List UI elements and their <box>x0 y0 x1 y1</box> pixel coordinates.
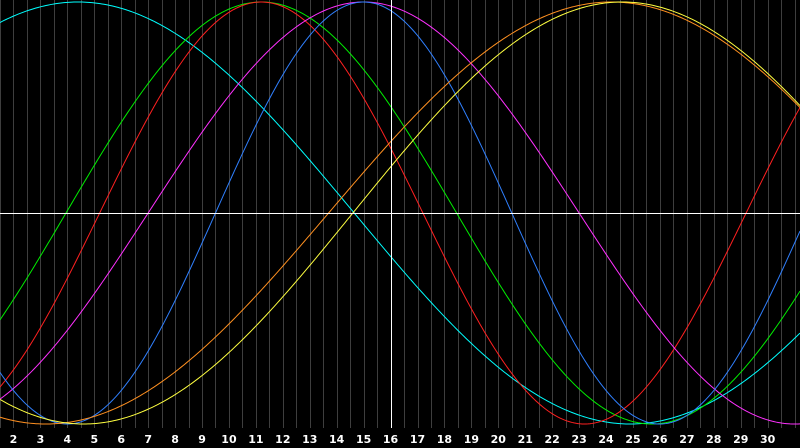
x-tick-label: 4 <box>64 433 72 446</box>
x-tick-label: 6 <box>117 433 125 446</box>
x-tick-label: 23 <box>571 433 586 446</box>
x-tick-label: 25 <box>625 433 640 446</box>
series-line-6 <box>0 1 800 425</box>
x-tick-label: 21 <box>518 433 533 446</box>
x-tick-label: 7 <box>144 433 152 446</box>
x-tick-label: 19 <box>464 433 479 446</box>
x-tick-label: 14 <box>329 433 345 446</box>
series-line-2 <box>0 1 800 425</box>
x-axis-band <box>0 428 800 448</box>
x-tick-label: 5 <box>90 433 98 446</box>
x-tick-label: 26 <box>652 433 668 446</box>
series-line-4 <box>0 1 800 425</box>
x-tick-label: 20 <box>491 433 507 446</box>
x-tick-label: 30 <box>760 433 776 446</box>
x-tick-label: 8 <box>171 433 179 446</box>
x-tick-label: 11 <box>248 433 263 446</box>
x-tick-label: 27 <box>679 433 694 446</box>
series-line-3 <box>0 1 800 425</box>
x-tick-label: 18 <box>437 433 452 446</box>
x-tick-label: 22 <box>545 433 560 446</box>
x-tick-label: 13 <box>302 433 317 446</box>
x-tick-label: 16 <box>383 433 399 446</box>
x-tick-label: 24 <box>598 433 614 446</box>
x-tick-label: 3 <box>37 433 45 446</box>
x-tick-label: 17 <box>410 433 425 446</box>
x-tick-label: 28 <box>706 433 721 446</box>
series-line-1 <box>0 1 800 425</box>
series-line-7 <box>0 1 800 425</box>
series-lines <box>0 1 800 425</box>
x-tick-label: 10 <box>221 433 237 446</box>
x-tick-label: 29 <box>733 433 748 446</box>
series-line-5 <box>0 1 800 425</box>
x-tick-label: 9 <box>198 433 206 446</box>
crosshair <box>0 0 800 428</box>
x-tick-label: 15 <box>356 433 371 446</box>
x-tick-label: 12 <box>275 433 290 446</box>
x-tick-label: 2 <box>10 433 18 446</box>
x-tick-labels: 2 3 4 5 6 7 8 9 10 11 12 13 14 15 16 17 18 19 20 21 22 23 24 25… <box>10 433 776 446</box>
